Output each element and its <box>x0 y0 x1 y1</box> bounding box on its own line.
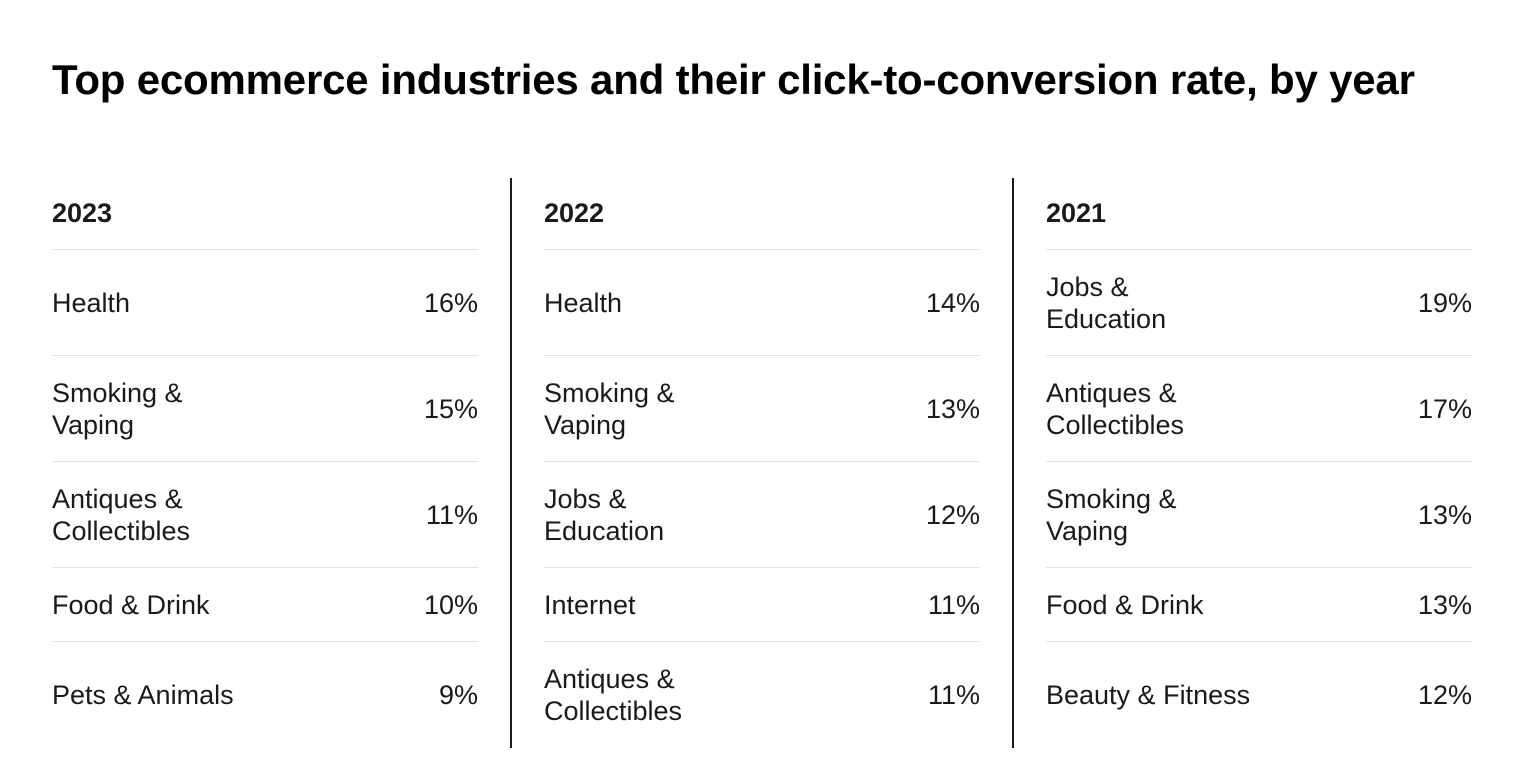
table-row: Internet 11% <box>544 568 980 642</box>
industry-label: Antiques & Collectibles <box>52 483 191 546</box>
table-row: Antiques & Collectibles 17% <box>1046 356 1472 462</box>
table-row: Antiques & Collectibles 11% <box>52 462 478 568</box>
conversion-rate: 11% <box>425 499 478 530</box>
year-header: 2023 <box>52 178 478 250</box>
conversion-rate: 10% <box>423 589 478 620</box>
table-row: Smoking & Vaping 13% <box>1046 462 1472 568</box>
industry-label: Internet <box>544 589 636 620</box>
industry-label: Beauty & Fitness <box>1046 680 1251 710</box>
column-divider <box>1012 178 1014 748</box>
conversion-rate: 12% <box>925 499 980 530</box>
table-row: Beauty & Fitness 12% <box>1046 642 1472 748</box>
conversion-rate: 16% <box>423 287 478 318</box>
year-column-2023: 2023 Health 16% Smoking & Vaping 15% Ant… <box>52 178 478 748</box>
conversion-rate: 17% <box>1417 393 1472 424</box>
table-row: Smoking & Vaping 13% <box>544 356 980 462</box>
year-header: 2022 <box>544 178 980 250</box>
year-header: 2021 <box>1046 178 1472 250</box>
table-row: Jobs & Education 12% <box>544 462 980 568</box>
conversion-rate: 13% <box>925 393 980 424</box>
conversion-rate: 13% <box>1417 589 1472 620</box>
industry-label: Food & Drink <box>52 589 210 620</box>
industry-label: Smoking & Vaping <box>52 377 183 440</box>
conversion-rate: 11% <box>927 680 980 710</box>
table-row: Food & Drink 13% <box>1046 568 1472 642</box>
chart-title: Top ecommerce industries and their click… <box>52 56 1415 103</box>
industry-label: Antiques & Collectibles <box>544 664 683 726</box>
industry-label: Health <box>52 287 131 318</box>
conversion-rate: 13% <box>1417 499 1472 530</box>
conversion-rate: 14% <box>925 287 980 318</box>
year-column-2021: 2021 Jobs & Education 19% Antiques & Col… <box>1046 178 1472 748</box>
industry-label: Smoking & Vaping <box>1046 483 1177 546</box>
industry-label: Jobs & Education <box>544 483 665 546</box>
conversion-rate: 9% <box>438 680 478 710</box>
industry-label: Health <box>544 287 623 318</box>
table-row: Health 14% <box>544 250 980 356</box>
table-row: Food & Drink 10% <box>52 568 478 642</box>
table-row: Smoking & Vaping 15% <box>52 356 478 462</box>
industry-label: Smoking & Vaping <box>544 377 675 440</box>
year-tables: 2023 Health 16% Smoking & Vaping 15% Ant… <box>0 178 1534 748</box>
conversion-rate: 19% <box>1417 287 1472 318</box>
industry-label: Jobs & Education <box>1046 271 1167 334</box>
industry-label: Antiques & Collectibles <box>1046 377 1185 440</box>
year-column-2022: 2022 Health 14% Smoking & Vaping 13% Job… <box>544 178 980 748</box>
column-divider <box>510 178 512 748</box>
table-row: Pets & Animals 9% <box>52 642 478 748</box>
conversion-rate: 12% <box>1417 680 1472 710</box>
table-row: Jobs & Education 19% <box>1046 250 1472 356</box>
conversion-rate: 11% <box>927 589 980 620</box>
conversion-rate: 15% <box>423 393 478 424</box>
table-row: Antiques & Collectibles 11% <box>544 642 980 748</box>
industry-label: Pets & Animals <box>52 680 234 710</box>
table-row: Health 16% <box>52 250 478 356</box>
industry-label: Food & Drink <box>1046 589 1204 620</box>
